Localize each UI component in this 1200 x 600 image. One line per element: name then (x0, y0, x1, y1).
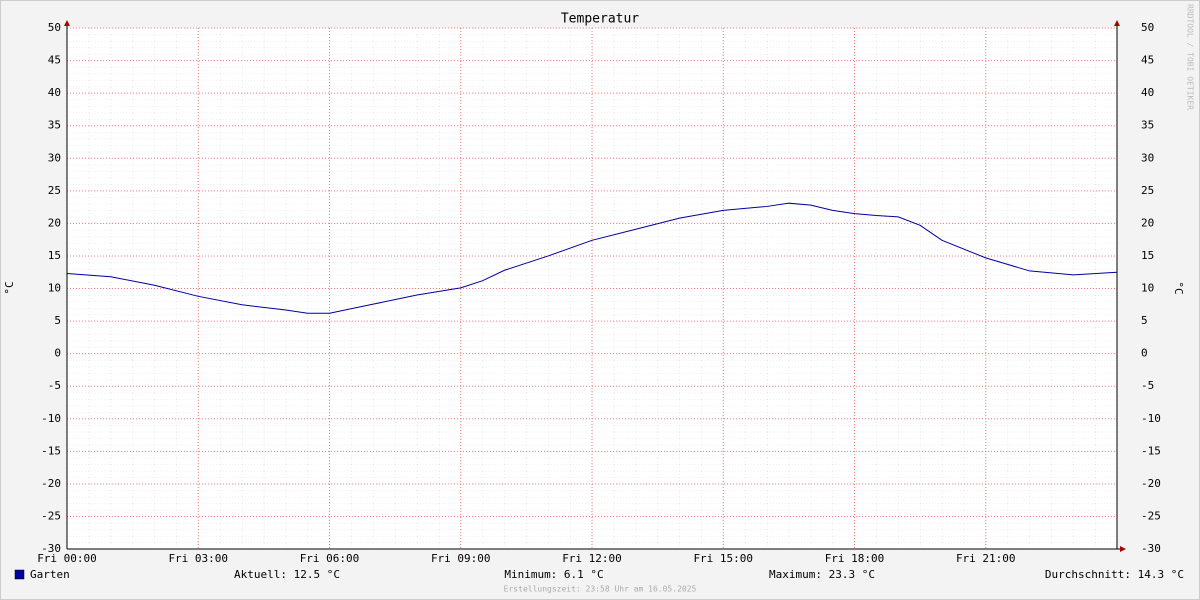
y-tick-label: 30 (48, 151, 61, 164)
y-tick-label: -10 (41, 412, 61, 425)
y2-tick-label: 40 (1141, 86, 1154, 99)
y2-tick-label: 5 (1141, 314, 1148, 327)
watermark: RRDTOOL / TOBI OETIKER (1186, 4, 1195, 110)
y-tick-label: -15 (41, 444, 61, 457)
y-tick-label: 15 (48, 249, 61, 262)
x-tick-label: Fri 18:00 (825, 552, 885, 565)
y2-tick-label: -5 (1141, 379, 1154, 392)
y-tick-label: -20 (41, 477, 61, 490)
legend-label: Garten (30, 568, 70, 581)
y2-tick-label: -30 (1141, 542, 1161, 555)
x-tick-label: Fri 15:00 (693, 552, 753, 565)
y2-tick-label: 35 (1141, 119, 1154, 132)
series-line (66, 202, 1118, 314)
x-tick-label: Fri 03:00 (168, 552, 228, 565)
x-tick-label: Fri 21:00 (956, 552, 1016, 565)
y2-tick-label: 10 (1141, 282, 1154, 295)
y-tick-label: -5 (48, 379, 61, 392)
legend-stat: Maximum: 23.3 °C (769, 568, 875, 581)
y2-tick-label: 30 (1141, 151, 1154, 164)
y-tick-label: 45 (48, 54, 61, 67)
y-tick-label: 50 (48, 21, 61, 34)
y2-tick-label: 45 (1141, 54, 1154, 67)
footer: Erstellungszeit: 23:58 Uhr am 16.05.2025 (504, 585, 697, 594)
legend-stat: Aktuell: 12.5 °C (234, 568, 340, 581)
y-tick-label: -25 (41, 509, 61, 522)
y-tick-label: 35 (48, 119, 61, 132)
x-tick-label: Fri 12:00 (562, 552, 622, 565)
y-tick-label: 10 (48, 282, 61, 295)
y2-tick-label: -25 (1141, 509, 1161, 522)
y2-tick-label: -20 (1141, 477, 1161, 490)
y2-tick-label: 25 (1141, 184, 1154, 197)
y2-axis-label: °C (1172, 281, 1185, 294)
y-tick-label: 40 (48, 86, 61, 99)
y-tick-label: 0 (54, 347, 61, 360)
y2-tick-label: 20 (1141, 216, 1154, 229)
x-tick-label: Fri 09:00 (431, 552, 491, 565)
x-tick-label: Fri 00:00 (37, 552, 97, 565)
x-tick-label: Fri 06:00 (300, 552, 360, 565)
legend-swatch (14, 569, 25, 580)
legend-stat: Minimum: 6.1 °C (504, 568, 603, 581)
y-tick-label: 5 (54, 314, 61, 327)
y-tick-label: 20 (48, 216, 61, 229)
y-tick-label: -30 (41, 542, 61, 555)
y-tick-label: 25 (48, 184, 61, 197)
plot-layer (66, 27, 1118, 550)
y2-tick-label: 0 (1141, 347, 1148, 360)
y2-tick-label: -10 (1141, 412, 1161, 425)
chart-title: Temperatur (561, 12, 639, 27)
y2-tick-label: -15 (1141, 444, 1161, 457)
y2-tick-label: 50 (1141, 21, 1154, 34)
y2-tick-label: 15 (1141, 249, 1154, 262)
y-axis-label: °C (3, 281, 16, 294)
legend-stat: Durchschnitt: 14.3 °C (1045, 568, 1184, 581)
